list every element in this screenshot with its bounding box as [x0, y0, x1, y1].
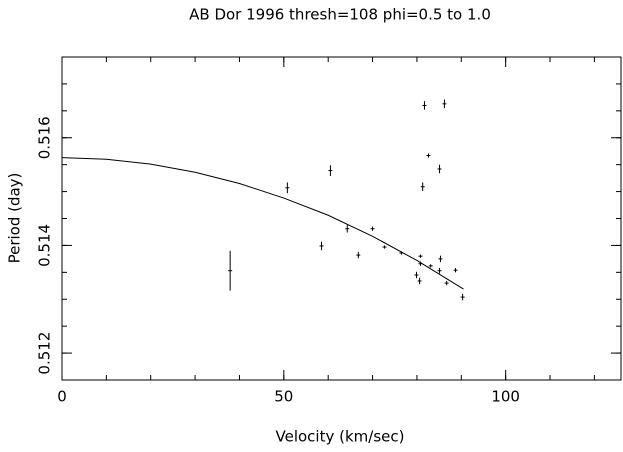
x-axis-label: Velocity (km/sec): [276, 428, 405, 446]
y-tick-label: 0.514: [36, 224, 54, 267]
chart-title: AB Dor 1996 thresh=108 phi=0.5 to 1.0: [189, 6, 491, 24]
y-tick-label: 0.512: [36, 332, 54, 375]
x-tick-label: 50: [274, 388, 293, 406]
y-tick-label: 0.516: [36, 116, 54, 159]
x-tick-label: 0: [57, 388, 67, 406]
x-tick-label: 100: [491, 388, 520, 406]
fit-curve: [61, 157, 464, 290]
y-axis-label: Period (day): [6, 173, 24, 264]
plot-frame: [61, 56, 622, 381]
